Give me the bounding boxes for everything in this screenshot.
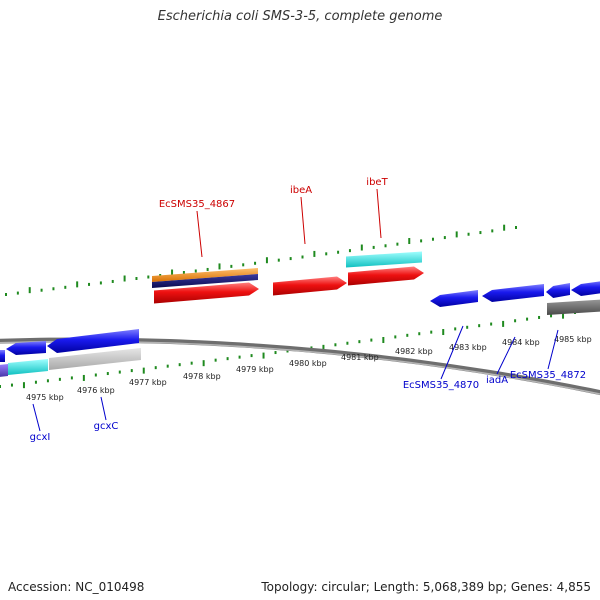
reverse-gene-arrow	[571, 281, 600, 296]
gray-feature-band	[49, 348, 141, 370]
forward-gene-arrow	[273, 276, 347, 296]
reverse-gene-label: EcSMS35_4870	[403, 380, 479, 391]
reverse-gene-leader	[496, 336, 516, 375]
reverse-gene-leader	[547, 329, 559, 370]
forward-gene-label: ibeA	[290, 185, 312, 196]
axis-tick-label: 4977 kbp	[129, 378, 167, 387]
reverse-gene-arrow	[6, 341, 46, 355]
reverse-gene-label: EcSMS35_4872	[510, 370, 586, 381]
tick-layer	[0, 224, 576, 389]
reverse-gene-label: iadA	[486, 375, 508, 386]
forward-gene-leader	[300, 196, 306, 245]
axis-tick-label: 4979 kbp	[236, 365, 274, 374]
reverse-gene-leader	[32, 403, 41, 432]
axis-tick-label: 4975 kbp	[26, 393, 64, 402]
axis-tick-label: 4985 kbp	[554, 335, 592, 344]
reverse-gene-arrow	[546, 283, 570, 298]
purple-feature-band	[0, 364, 8, 377]
reverse-gene-arrow	[47, 329, 139, 353]
axis-tick-label: 4976 kbp	[77, 386, 115, 395]
cyan-feature-band	[8, 359, 48, 375]
reverse-gene-label: gcxI	[30, 432, 51, 443]
cyan-feature-band	[346, 251, 422, 268]
reverse-gene-arrow	[430, 290, 478, 307]
feature-layer	[0, 251, 600, 377]
axis-tick-label: 4982 kbp	[395, 347, 433, 356]
orange-feature-band	[152, 268, 258, 282]
forward-gene-arrow	[154, 282, 259, 304]
forward-gene-arrow	[348, 266, 424, 286]
accession-text: Accession: NC_010498	[8, 580, 145, 594]
reverse-gene-arrow	[482, 284, 544, 302]
axis-tick-label: 4984 kbp	[502, 338, 540, 347]
forward-gene-label: EcSMS35_4867	[159, 199, 235, 210]
axis-tick-label: 4983 kbp	[449, 343, 487, 352]
reverse-gene-leader	[100, 396, 107, 421]
reverse-gene-label: gcxC	[94, 421, 119, 432]
forward-gene-leader	[196, 210, 203, 258]
axis-tick-label: 4980 kbp	[289, 359, 327, 368]
label-layer: 4975 kbp 4976 kbp 4977 kbp 4978 kbp 4979 kbp…	[26, 177, 592, 443]
navy-feature-band	[152, 274, 258, 288]
reverse-gene-leader	[440, 325, 464, 380]
genome-stats-text: Topology: circular; Length: 5,068,389 bp…	[261, 580, 591, 594]
dark-gray-feature-band	[547, 299, 600, 315]
reverse-gene-arrow	[0, 350, 5, 362]
axis-tick-label: 4978 kbp	[183, 372, 221, 381]
forward-gene-label: ibeT	[366, 177, 388, 188]
page-title: Escherichia coli SMS-3-5, complete genom…	[157, 9, 443, 24]
axis-tick-label: 4981 kbp	[341, 353, 379, 362]
forward-gene-leader	[376, 188, 382, 239]
